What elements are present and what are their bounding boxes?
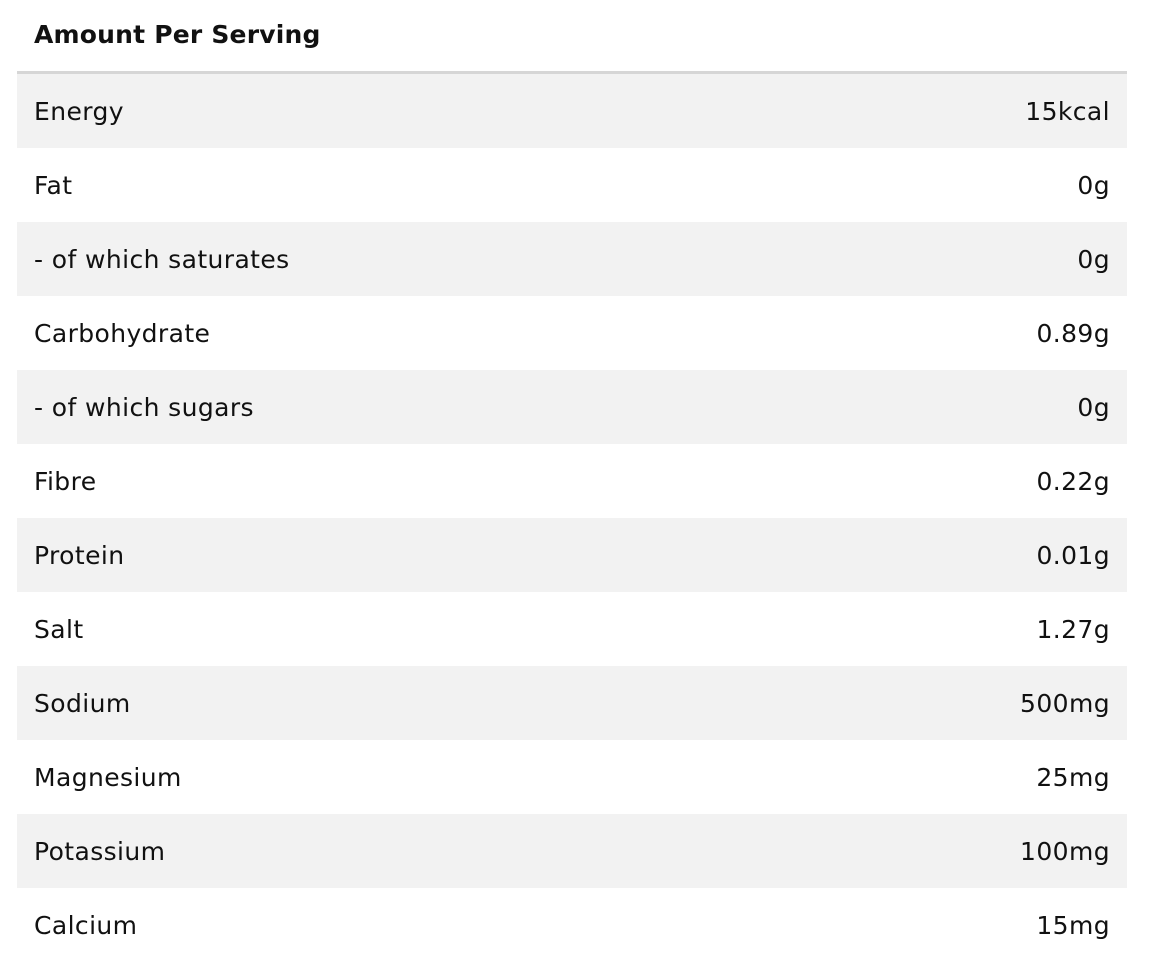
nutrient-row-carbohydrate: Carbohydrate 0.89g: [17, 296, 1127, 370]
nutrient-value: 25mg: [1036, 762, 1110, 792]
nutrient-value: 500mg: [1020, 688, 1110, 718]
nutrient-label: Fibre: [34, 466, 97, 496]
nutrient-label: Magnesium: [34, 762, 182, 792]
nutrient-value: 1.27g: [1036, 614, 1110, 644]
nutrient-value: 0g: [1077, 170, 1110, 200]
nutrient-label: - of which sugars: [34, 392, 254, 422]
nutrient-label: Sodium: [34, 688, 131, 718]
nutrient-value: 0.01g: [1036, 540, 1110, 570]
nutrient-label: Salt: [34, 614, 84, 644]
nutrient-value: 0g: [1077, 244, 1110, 274]
nutrient-row-saturates: - of which saturates 0g: [17, 222, 1127, 296]
nutrient-value: 15mg: [1036, 910, 1110, 940]
nutrient-label: Calcium: [34, 910, 138, 940]
nutrient-value: 0.22g: [1036, 466, 1110, 496]
nutrient-row-energy: Energy 15kcal: [17, 74, 1127, 148]
nutrient-label: Fat: [34, 170, 73, 200]
nutrient-value: 0g: [1077, 392, 1110, 422]
nutrient-row-protein: Protein 0.01g: [17, 518, 1127, 592]
nutrient-row-potassium: Potassium 100mg: [17, 814, 1127, 888]
nutrient-row-salt: Salt 1.27g: [17, 592, 1127, 666]
table-heading: Amount Per Serving: [34, 20, 321, 49]
nutrient-row-sugars: - of which sugars 0g: [17, 370, 1127, 444]
header-divider: [17, 71, 1127, 74]
nutrient-label: Protein: [34, 540, 125, 570]
nutrient-value: 15kcal: [1025, 96, 1110, 126]
nutrient-label: Carbohydrate: [34, 318, 211, 348]
nutrient-row-magnesium: Magnesium 25mg: [17, 740, 1127, 814]
nutrient-row-fat: Fat 0g: [17, 148, 1127, 222]
nutrient-value: 0.89g: [1036, 318, 1110, 348]
nutrient-row-fibre: Fibre 0.22g: [17, 444, 1127, 518]
nutrient-label: Energy: [34, 96, 124, 126]
nutrient-row-sodium: Sodium 500mg: [17, 666, 1127, 740]
nutrient-row-calcium: Calcium 15mg: [17, 888, 1127, 962]
nutrient-label: Potassium: [34, 836, 166, 866]
nutrition-table: Energy 15kcal Fat 0g - of which saturate…: [17, 74, 1127, 962]
nutrient-value: 100mg: [1020, 836, 1110, 866]
nutrient-label: - of which saturates: [34, 244, 290, 274]
